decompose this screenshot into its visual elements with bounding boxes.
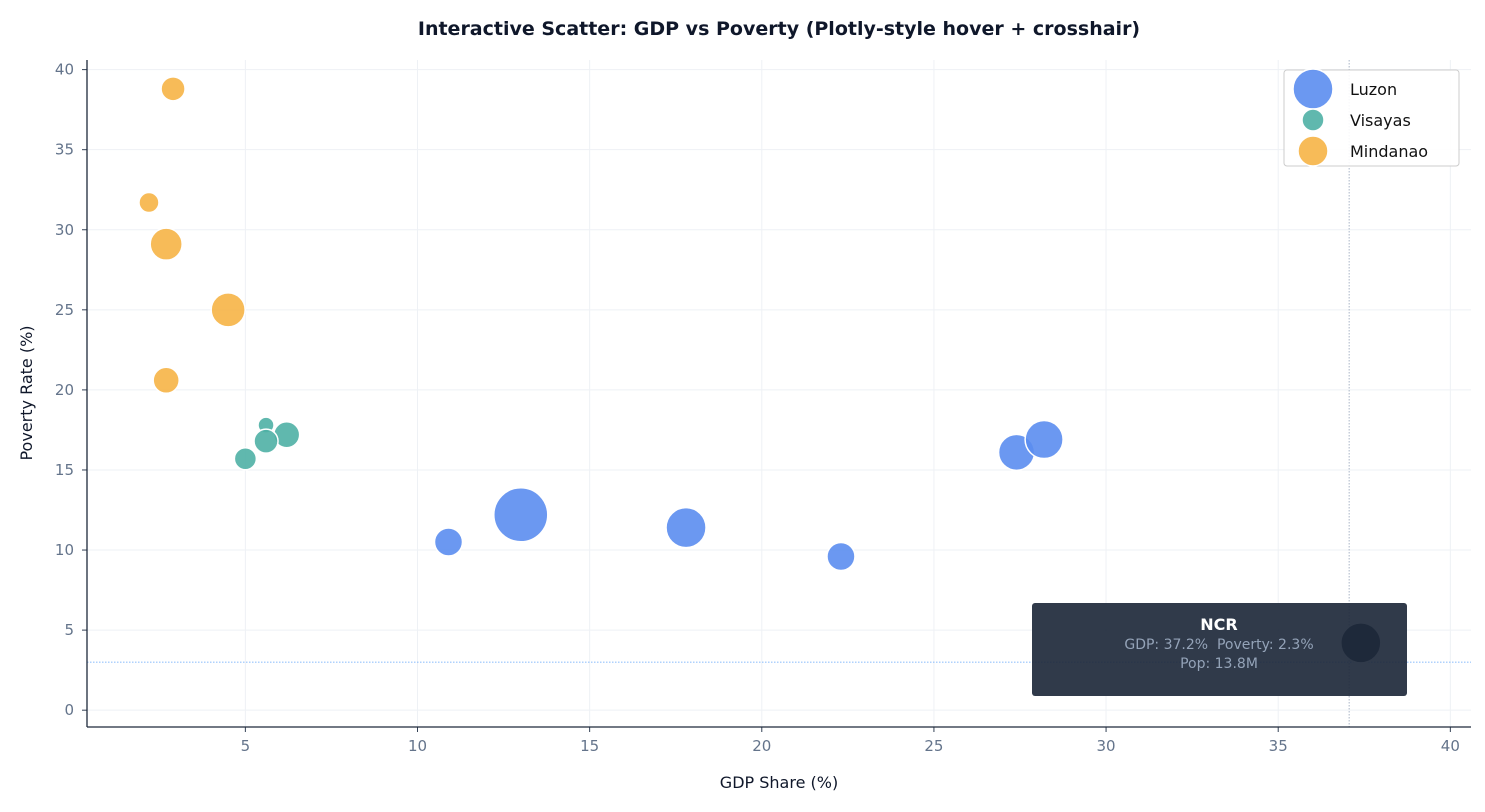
x-tick-label: 25 xyxy=(924,737,943,755)
y-tick-label: 5 xyxy=(64,621,74,639)
legend-marker-visayas xyxy=(1301,108,1325,132)
y-tick-label: 30 xyxy=(55,221,74,239)
x-axis-label: GDP Share (%) xyxy=(720,773,838,792)
data-point-luzon xyxy=(665,506,707,549)
y-tick-label: 25 xyxy=(55,301,74,319)
y-tick-label: 40 xyxy=(55,61,74,79)
x-tick-label: 40 xyxy=(1441,737,1460,755)
legend-marker-luzon xyxy=(1292,68,1334,110)
data-point-mindanao xyxy=(149,227,183,261)
data-point-luzon xyxy=(1024,419,1064,460)
legend-label-mindanao: Mindanao xyxy=(1350,142,1428,161)
data-point-visayas xyxy=(253,428,279,454)
y-tick-label: 20 xyxy=(55,381,74,399)
tooltip-title: NCR xyxy=(1200,615,1237,634)
y-tick-label: 10 xyxy=(55,541,74,559)
data-point-luzon xyxy=(433,527,464,557)
x-tick-label: 15 xyxy=(580,737,599,755)
legend: Luzon Visayas Mindanao xyxy=(1283,68,1460,167)
data-point-mindanao xyxy=(160,76,186,102)
x-tick-label: 35 xyxy=(1269,737,1288,755)
x-tick-label: 10 xyxy=(408,737,427,755)
tooltip-box xyxy=(1032,603,1407,696)
y-axis-label: Poverty Rate (%) xyxy=(17,325,36,460)
data-point-luzon xyxy=(493,487,549,543)
x-tick-label: 5 xyxy=(241,737,251,755)
data-point-mindanao xyxy=(152,366,180,395)
x-tick-label: 20 xyxy=(752,737,771,755)
y-tick-label: 35 xyxy=(55,141,74,159)
legend-label-visayas: Visayas xyxy=(1350,111,1411,130)
x-tick-label: 30 xyxy=(1097,737,1116,755)
data-point-mindanao xyxy=(210,292,246,328)
y-tick-label: 0 xyxy=(64,701,74,719)
data-point-mindanao xyxy=(138,191,160,214)
legend-marker-mindanao xyxy=(1297,135,1329,167)
data-points xyxy=(138,76,1382,664)
legend-label-luzon: Luzon xyxy=(1350,80,1397,99)
data-point-visayas xyxy=(233,447,258,471)
tooltip-line1: GDP: 37.2% Poverty: 2.3% xyxy=(1124,637,1313,653)
chart-title: Interactive Scatter: GDP vs Poverty (Plo… xyxy=(418,18,1140,40)
data-point-luzon xyxy=(826,541,856,572)
hover-tooltip: NCR GDP: 37.2% Poverty: 2.3% Pop: 13.8M xyxy=(1032,603,1407,696)
axes: 5 10 15 20 25 30 35 40 0 5 10 15 20 25 30 35 40 xyxy=(55,60,1471,755)
y-tick-label: 15 xyxy=(55,461,74,479)
tooltip-line2: Pop: 13.8M xyxy=(1180,656,1258,672)
